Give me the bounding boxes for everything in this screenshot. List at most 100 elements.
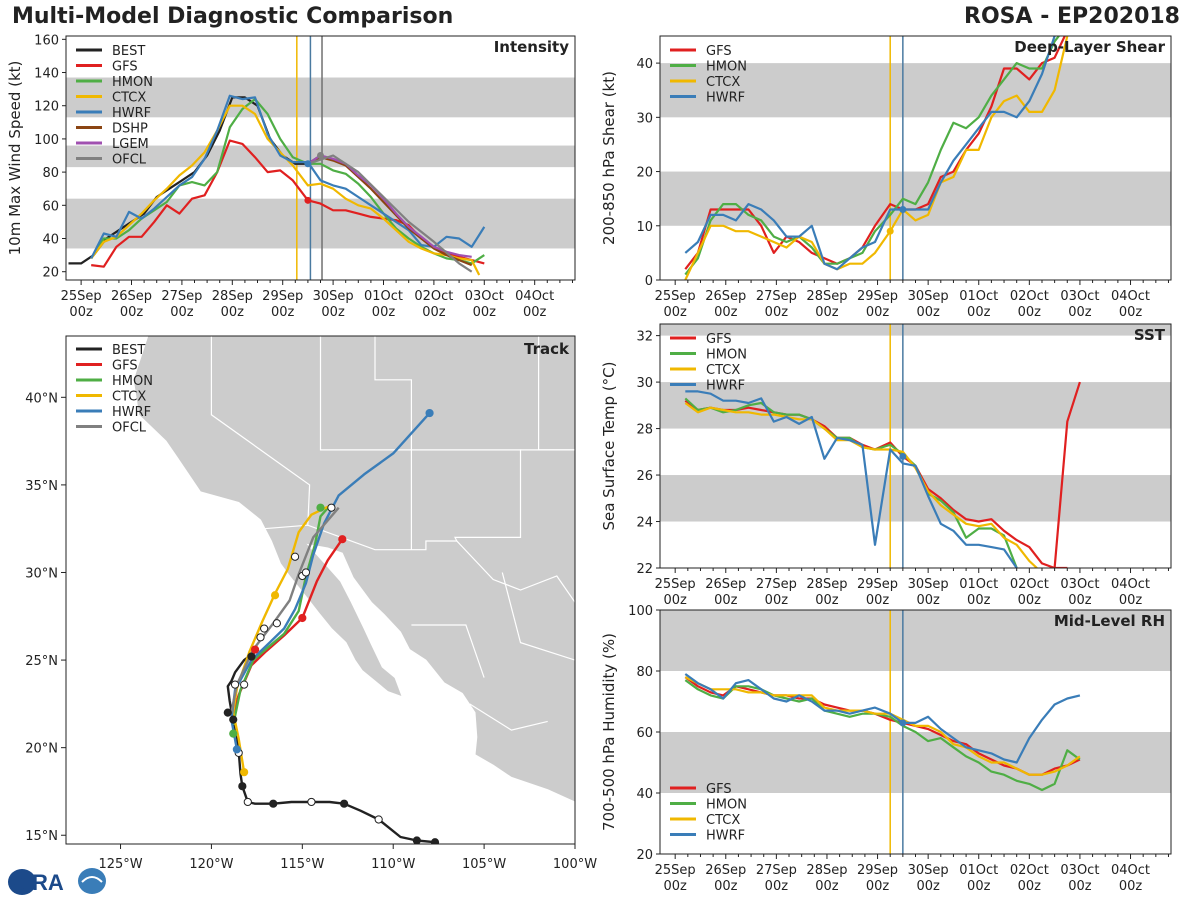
sst-ytick-label: 22 bbox=[636, 562, 653, 577]
shear-series-hwrf bbox=[684, 36, 1056, 271]
track-marker-ofcl bbox=[290, 552, 300, 561]
shear-marker-ctcx bbox=[886, 227, 894, 235]
intensity-xtick-label: 00z bbox=[321, 305, 345, 320]
shear-xtick-label: 00z bbox=[714, 305, 738, 320]
shear-ytick-label: 30 bbox=[636, 111, 653, 126]
intensity-ytick-label: 140 bbox=[34, 67, 59, 82]
intensity-xtick-label: 04Oct bbox=[515, 289, 554, 304]
track-legend-label: OFCL bbox=[112, 421, 147, 436]
shear-ytick-label: 20 bbox=[636, 166, 653, 181]
intensity-legend-label: CTCX bbox=[112, 91, 146, 106]
intensity-series-ctcx bbox=[90, 104, 481, 276]
intensity-series-hwrf bbox=[90, 94, 486, 259]
rh-xtick-label: 02Oct bbox=[1010, 863, 1049, 878]
track-marker-best bbox=[243, 797, 252, 807]
shear-legend-label: HMON bbox=[706, 60, 747, 75]
sst-xtick-label: 00z bbox=[663, 593, 687, 608]
sst-panel bbox=[656, 323, 1172, 573]
shear-xtick-label: 00z bbox=[663, 305, 687, 320]
intensity-ytick-label: 40 bbox=[42, 233, 59, 248]
track-marker-ofcl bbox=[301, 568, 311, 577]
intensity-band bbox=[66, 77, 575, 118]
intensity-xtick-label: 00z bbox=[221, 305, 245, 320]
rh-xtick-label: 00z bbox=[1018, 879, 1042, 894]
rh-xtick-label: 00z bbox=[866, 879, 890, 894]
shear-series-gfs bbox=[684, 36, 1066, 270]
track-marker-ofcl bbox=[256, 633, 265, 642]
track-series-ofcl bbox=[230, 506, 340, 713]
intensity-xtick-label: 27Sep bbox=[161, 289, 202, 304]
sst-xtick-label: 28Sep bbox=[806, 577, 847, 592]
rh-title: Mid-Level RH bbox=[1054, 612, 1165, 630]
rh-ylabel: 700-500 hPa Humidity (%) bbox=[600, 633, 618, 831]
intensity-ytick-label: 160 bbox=[34, 33, 59, 48]
rh-legend-label: HMON bbox=[706, 798, 747, 813]
track-marker-best bbox=[340, 799, 349, 808]
intensity-ylabel: 10m Max Wind Speed (kt) bbox=[6, 61, 24, 256]
rh-xtick-label: 00z bbox=[765, 879, 789, 894]
rh-xtick-label: 30Sep bbox=[908, 863, 949, 878]
rh-marker-hwrf bbox=[899, 719, 907, 727]
track-ytick-label: 40°N bbox=[25, 391, 58, 406]
intensity-xtick-label: 26Sep bbox=[111, 289, 152, 304]
sst-ytick-label: 24 bbox=[636, 516, 653, 531]
track-ytick-label: 25°N bbox=[25, 654, 58, 669]
intensity-series-hmon bbox=[90, 97, 485, 265]
shear-series-hmon bbox=[684, 36, 1061, 276]
logo-swirl-icon bbox=[81, 876, 103, 883]
sst-band bbox=[660, 324, 1171, 336]
intensity-xtick-label: 00z bbox=[271, 305, 295, 320]
rh-legend-label: GFS bbox=[706, 782, 732, 797]
rh-xtick-label: 26Sep bbox=[705, 863, 746, 878]
track-marker-hmon bbox=[229, 729, 238, 738]
intensity-marker-gfs bbox=[304, 196, 312, 204]
shear-xtick-label: 00z bbox=[765, 305, 789, 320]
track-marker-best bbox=[229, 715, 238, 724]
rh-xtick-label: 28Sep bbox=[806, 863, 847, 878]
shear-title: Deep-Layer Shear bbox=[1014, 38, 1165, 56]
logo-globe-icon bbox=[8, 869, 36, 895]
border-line bbox=[319, 336, 412, 550]
rh-band bbox=[660, 610, 1171, 671]
shear-ytick-label: 40 bbox=[636, 57, 653, 72]
sst-marker-hwrf bbox=[899, 452, 907, 460]
shear-xtick-label: 00z bbox=[967, 305, 991, 320]
track-panel bbox=[61, 335, 576, 849]
track-marker-best bbox=[430, 838, 440, 844]
shear-legend-label: HWRF bbox=[706, 91, 745, 106]
sst-xtick-label: 25Sep bbox=[655, 577, 696, 592]
rh-ytick-label: 100 bbox=[628, 604, 653, 619]
track-marker-best bbox=[238, 782, 247, 791]
rh-xtick-label: 27Sep bbox=[756, 863, 797, 878]
sst-series-hmon bbox=[684, 397, 1018, 568]
shear-ytick-label: 10 bbox=[636, 220, 653, 235]
intensity-series-ofcl bbox=[307, 154, 473, 273]
track-marker-best bbox=[412, 836, 421, 844]
shear-series-ctcx bbox=[684, 36, 1069, 280]
intensity-legend-label: GFS bbox=[112, 60, 138, 75]
rh-xtick-label: 01Oct bbox=[959, 863, 998, 878]
rh-series-hmon bbox=[684, 679, 1081, 792]
intensity-xtick-label: 00z bbox=[422, 305, 446, 320]
rh-series-ctcx bbox=[684, 676, 1081, 776]
rh-ytick-label: 20 bbox=[636, 848, 653, 863]
logo-emblem-icon bbox=[78, 868, 106, 894]
sst-xtick-label: 00z bbox=[815, 593, 839, 608]
intensity-band bbox=[66, 198, 575, 249]
track-marker-best bbox=[269, 799, 278, 808]
intensity-ytick-label: 60 bbox=[42, 199, 59, 214]
shear-legend-label: GFS bbox=[706, 44, 732, 59]
intensity-panel bbox=[62, 35, 576, 285]
shear-xtick-label: 00z bbox=[866, 305, 890, 320]
rh-xtick-label: 00z bbox=[916, 879, 940, 894]
shear-xtick-label: 26Sep bbox=[705, 289, 746, 304]
track-xtick-label: 105°W bbox=[462, 857, 506, 872]
track-frame bbox=[65, 335, 576, 845]
sst-ytick-label: 28 bbox=[636, 423, 653, 438]
sst-xtick-label: 00z bbox=[1119, 593, 1143, 608]
sst-xtick-label: 29Sep bbox=[857, 577, 898, 592]
shear-xtick-label: 30Sep bbox=[908, 289, 949, 304]
intensity-title: Intensity bbox=[494, 38, 570, 56]
rh-xtick-label: 00z bbox=[815, 879, 839, 894]
sst-band bbox=[660, 475, 1171, 522]
